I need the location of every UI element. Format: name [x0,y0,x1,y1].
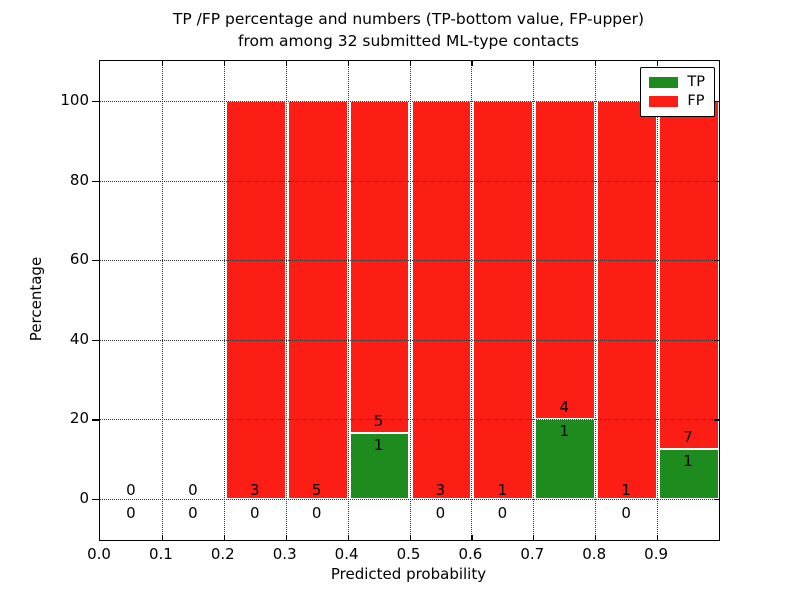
y-tick-right [714,419,719,421]
fp-count-label: 0 [188,481,198,500]
legend-item-fp: FP [649,92,705,111]
chart-title-line1: TP /FP percentage and numbers (TP-bottom… [172,10,645,28]
x-tick-label-0.0: 0.0 [87,545,111,563]
x-tick-label-0.8: 0.8 [582,545,607,563]
tp-count-label: 1 [373,435,384,454]
plot-area: 0 0 0 0 3 0 5 0 5 1 3 0 1 0 4 1 1 0 7 1 TP FP [92,60,720,541]
bar-segment-tp [535,419,596,499]
tp-count-label: 0 [497,504,508,523]
gridline-x-0.7 [533,61,535,540]
x-tick-bottom [657,535,659,540]
bar-segment-fp [287,101,348,499]
x-tick-top [285,61,287,66]
gridline-x-0.4 [347,61,349,540]
tp-count-label: 0 [435,504,446,523]
y-tick-left [92,419,99,421]
x-tick-bottom [161,535,164,540]
y-axis-label: Percentage [27,256,45,342]
x-tick-label-0.3: 0.3 [272,545,297,563]
y-tick-label-60: 60 [69,250,89,269]
y-tick-left [92,260,99,262]
x-tick-top [161,61,164,66]
fp-count-label: 4 [559,398,570,417]
gridline-x-0.8 [595,61,597,540]
fp-count-label: 3 [249,481,260,500]
chart-title-line2: from among 32 submitted ML-type contacts [238,32,579,50]
legend-label-tp: TP [687,74,705,90]
fp-count-label: 7 [683,428,693,447]
x-tick-bottom [409,535,411,540]
tp-count-label: 0 [621,504,631,523]
tp-count-label: 0 [126,504,136,523]
tp-count-label: 1 [559,422,570,441]
x-tick-top [595,61,597,66]
x-tick-label-0.5: 0.5 [396,545,421,563]
y-tick-label-100: 100 [60,91,89,109]
bar-segment-fp [225,101,286,499]
tp-count-label: 0 [249,504,260,523]
x-tick-label-0.1: 0.1 [148,545,173,563]
bar-segment-tp [349,432,410,499]
y-tick-right [714,180,719,182]
x-tick-top [657,61,659,66]
legend-label-fp: FP [687,93,705,109]
x-axis-label: Predicted probability [330,565,487,583]
y-tick-left [92,101,99,103]
legend-item-tp: TP [649,73,705,92]
bar-segment-tp [659,449,719,499]
bar-segment-fp [659,101,719,450]
gridline-x-0.2 [223,61,225,540]
gridline-x-0.6 [471,61,473,540]
x-tick-top [409,61,411,66]
x-tick-bottom [533,535,535,540]
x-tick-label-0.4: 0.4 [334,545,359,563]
fp-count-label: 1 [621,481,631,500]
fp-swatch-icon [649,96,679,107]
x-tick-label-0.2: 0.2 [210,545,235,563]
y-tick-label-80: 80 [69,170,89,189]
x-tick-bottom [223,535,225,540]
fp-count-label: 3 [435,481,446,500]
bar-segment-fp [411,101,472,499]
x-tick-bottom [347,535,349,540]
x-tick-label-0.9: 0.9 [644,545,669,563]
x-tick-top [347,61,349,66]
x-tick-top [471,61,473,66]
tp-count-label: 0 [188,504,198,523]
x-tick-top [223,61,225,66]
gridline-x-0.1 [161,61,163,540]
x-tick-label-0.7: 0.7 [520,545,545,563]
y-tick-right [714,339,719,341]
gridline-x-0.9 [657,61,659,540]
tp-count-label: 0 [311,504,322,523]
fp-count-label: 5 [373,411,384,430]
fp-count-label: 0 [126,481,136,500]
x-tick-label-0.6: 0.6 [458,545,483,563]
bar-segment-fp [597,101,658,499]
tp-swatch-icon [649,77,679,88]
y-tick-left [92,180,99,182]
y-tick-label-40: 40 [69,329,89,348]
y-tick-left [92,499,99,501]
bar-segment-fp [473,101,534,499]
x-tick-top [533,61,535,66]
gridline-x-0.5 [409,61,411,540]
x-tick-bottom [595,535,597,540]
legend: TP FP [640,67,715,117]
fp-count-label: 1 [497,481,508,500]
y-tick-right [714,499,719,501]
tp-count-label: 1 [683,452,693,471]
chart-title: TP /FP percentage and numbers (TP-bottom… [99,8,718,52]
y-tick-right [714,101,719,103]
gridline-x-0.3 [285,61,287,540]
bar-segment-fp [349,101,410,433]
y-tick-right [714,260,719,262]
y-tick-label-0: 0 [79,489,89,507]
fp-count-label: 5 [311,481,322,500]
y-tick-label-20: 20 [69,409,89,428]
x-tick-bottom [471,535,473,540]
y-tick-left [92,339,99,341]
x-tick-bottom [285,535,287,540]
